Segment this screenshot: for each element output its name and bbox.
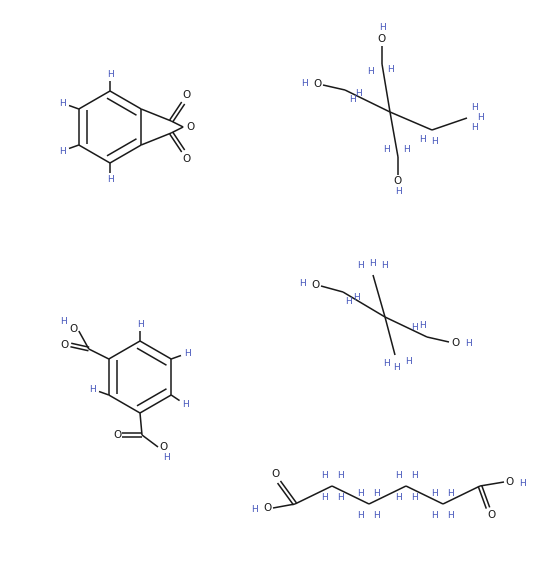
Text: H: H xyxy=(419,136,426,145)
Text: H: H xyxy=(182,400,189,409)
Text: O: O xyxy=(394,176,402,186)
Text: H: H xyxy=(89,384,95,394)
Text: O: O xyxy=(159,442,167,452)
Text: H: H xyxy=(447,488,455,498)
Text: H: H xyxy=(301,80,308,89)
Text: H: H xyxy=(471,104,479,113)
Text: H: H xyxy=(419,320,426,329)
Text: O: O xyxy=(60,340,69,350)
Text: H: H xyxy=(471,124,479,133)
Text: H: H xyxy=(185,348,191,358)
Text: H: H xyxy=(162,452,169,462)
Text: H: H xyxy=(395,492,401,502)
Text: H: H xyxy=(519,479,525,488)
Text: H: H xyxy=(410,492,417,502)
Text: H: H xyxy=(432,488,438,498)
Text: H: H xyxy=(60,316,67,325)
Text: H: H xyxy=(432,510,438,519)
Text: H: H xyxy=(350,96,356,105)
Text: H: H xyxy=(368,259,376,268)
Text: O: O xyxy=(264,503,272,513)
Text: O: O xyxy=(452,338,460,348)
Text: H: H xyxy=(356,89,362,98)
Text: H: H xyxy=(404,358,411,367)
Text: H: H xyxy=(368,67,374,77)
Text: H: H xyxy=(300,280,306,288)
Text: H: H xyxy=(358,261,365,271)
Text: H: H xyxy=(107,175,113,184)
Text: H: H xyxy=(337,471,343,479)
Text: H: H xyxy=(432,137,438,146)
Text: H: H xyxy=(320,471,328,479)
Text: O: O xyxy=(182,90,190,100)
Text: H: H xyxy=(411,323,419,332)
Text: O: O xyxy=(113,430,121,440)
Text: O: O xyxy=(182,154,190,164)
Text: H: H xyxy=(477,113,485,122)
Text: H: H xyxy=(358,488,365,498)
Text: H: H xyxy=(374,488,380,498)
Text: H: H xyxy=(410,471,417,479)
Text: H: H xyxy=(403,145,409,153)
Text: O: O xyxy=(70,324,78,334)
Text: O: O xyxy=(311,280,319,290)
Text: O: O xyxy=(272,469,280,479)
Text: O: O xyxy=(487,510,495,520)
Text: H: H xyxy=(320,492,328,502)
Text: H: H xyxy=(384,145,390,153)
Text: H: H xyxy=(137,320,143,329)
Text: H: H xyxy=(382,261,389,271)
Text: H: H xyxy=(107,70,113,79)
Text: H: H xyxy=(379,23,385,33)
Text: H: H xyxy=(465,340,471,348)
Text: H: H xyxy=(395,471,401,479)
Text: H: H xyxy=(393,363,401,371)
Text: H: H xyxy=(346,297,353,307)
Text: O: O xyxy=(186,122,195,132)
Text: H: H xyxy=(374,510,380,519)
Text: H: H xyxy=(59,98,65,108)
Text: H: H xyxy=(447,510,455,519)
Text: H: H xyxy=(59,146,65,156)
Text: H: H xyxy=(386,65,393,73)
Text: O: O xyxy=(378,34,386,44)
Text: H: H xyxy=(384,359,390,368)
Text: H: H xyxy=(354,292,360,301)
Text: H: H xyxy=(395,188,401,197)
Text: O: O xyxy=(505,477,513,487)
Text: H: H xyxy=(252,506,258,514)
Text: H: H xyxy=(358,510,365,519)
Text: O: O xyxy=(313,79,321,89)
Text: H: H xyxy=(337,492,343,502)
